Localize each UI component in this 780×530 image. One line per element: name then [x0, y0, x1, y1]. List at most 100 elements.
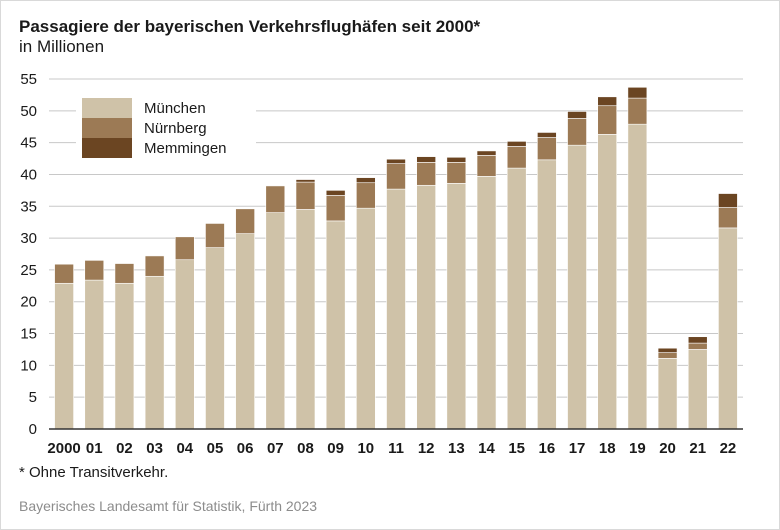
x-tick-label: 09	[327, 440, 344, 457]
bar-memmingen-20	[657, 347, 678, 353]
bar-münchen-21	[687, 349, 708, 430]
bar-nürnberg-08	[295, 181, 316, 210]
x-tick-label: 21	[689, 440, 706, 457]
bar-münchen-13	[446, 183, 467, 430]
bar-münchen-11	[386, 188, 406, 430]
bar-nürnberg-13	[446, 162, 467, 184]
legend-swatch-memmingen	[82, 138, 132, 158]
bar-memmingen-13	[446, 156, 467, 163]
bar-nürnberg-22	[718, 207, 738, 229]
bar-nürnberg-11	[386, 163, 406, 190]
y-tick-label: 0	[29, 421, 37, 438]
bar-memmingen-14	[476, 150, 497, 156]
y-tick-label: 15	[20, 326, 37, 343]
bar-münchen-10	[356, 207, 376, 430]
bar-nürnberg-01	[84, 260, 105, 281]
y-tick-label: 30	[20, 230, 37, 247]
bar-münchen-08	[295, 209, 316, 430]
x-tick-label: 17	[569, 440, 586, 457]
x-tick-label: 04	[176, 440, 193, 457]
source-note: Bayerisches Landesamt für Statistik, Für…	[19, 498, 318, 514]
bar-münchen-12	[416, 184, 436, 430]
legend-label: München	[144, 100, 206, 117]
bar-memmingen-18	[597, 96, 618, 107]
y-tick-label: 45	[20, 135, 37, 152]
bar-nürnberg-09	[325, 195, 346, 222]
bar-münchen-04	[174, 259, 195, 430]
bar-nürnberg-02	[114, 263, 135, 284]
bar-münchen-16	[537, 159, 557, 430]
bar-münchen-03	[144, 275, 165, 430]
bar-memmingen-22	[718, 193, 738, 208]
bar-nürnberg-05	[205, 223, 225, 248]
bar-münchen-07	[265, 212, 286, 430]
bar-münchen-01	[84, 279, 105, 430]
x-tick-label: 14	[478, 440, 495, 457]
bar-nürnberg-16	[537, 137, 557, 161]
bar-münchen-19	[627, 123, 648, 430]
y-tick-label: 55	[20, 71, 37, 88]
bar-nürnberg-07	[265, 185, 286, 213]
bar-münchen-20	[657, 358, 678, 430]
x-tick-label: 18	[599, 440, 616, 457]
x-tick-label: 10	[357, 440, 374, 457]
bar-münchen-05	[205, 247, 225, 430]
x-tick-label: 12	[418, 440, 435, 457]
x-tick-label: 08	[297, 440, 314, 457]
y-tick-label: 10	[20, 357, 37, 374]
bar-münchen-09	[325, 220, 346, 430]
bar-nürnberg-2000	[54, 263, 74, 284]
x-tick-label: 02	[116, 440, 133, 457]
bar-münchen-22	[718, 227, 738, 430]
chart-subtitle: in Millionen	[19, 37, 105, 56]
bar-memmingen-09	[325, 190, 346, 196]
bar-memmingen-12	[416, 156, 436, 163]
bar-memmingen-19	[627, 86, 648, 99]
y-tick-label: 40	[20, 166, 37, 183]
bar-nürnberg-10	[356, 182, 376, 209]
x-tick-label: 2000	[47, 440, 80, 457]
bar-nürnberg-20	[657, 352, 678, 359]
x-tick-label: 06	[237, 440, 254, 457]
x-tick-label: 16	[539, 440, 556, 457]
x-tick-label: 22	[720, 440, 737, 457]
bar-nürnberg-03	[144, 255, 165, 277]
bar-memmingen-15	[506, 141, 527, 147]
bar-nürnberg-18	[597, 105, 618, 135]
legend-label: Nürnberg	[144, 120, 207, 137]
bar-nürnberg-15	[506, 146, 527, 169]
bar-nürnberg-19	[627, 97, 648, 125]
x-tick-label: 05	[207, 440, 224, 457]
bar-memmingen-11	[386, 158, 406, 164]
x-tick-label: 15	[508, 440, 525, 457]
bar-nürnberg-21	[687, 342, 708, 350]
x-tick-label: 01	[86, 440, 103, 457]
x-tick-label: 03	[146, 440, 163, 457]
legend-swatch-münchen	[82, 98, 132, 118]
bar-nürnberg-12	[416, 162, 436, 186]
bar-nürnberg-04	[174, 236, 195, 261]
bar-memmingen-21	[687, 336, 708, 344]
bar-nürnberg-14	[476, 155, 497, 177]
footnote: * Ohne Transitverkehr.	[19, 464, 169, 481]
x-tick-label: 20	[659, 440, 676, 457]
y-tick-label: 20	[20, 294, 37, 311]
bar-münchen-17	[567, 144, 587, 430]
x-tick-label: 13	[448, 440, 465, 457]
bar-münchen-2000	[54, 282, 74, 430]
bar-memmingen-16	[537, 132, 557, 138]
bar-memmingen-10	[356, 177, 376, 184]
y-tick-label: 35	[20, 198, 37, 215]
bar-nürnberg-06	[235, 208, 255, 234]
bar-münchen-14	[476, 176, 497, 430]
y-tick-label: 25	[20, 262, 37, 279]
bar-memmingen-17	[567, 111, 587, 119]
legend-label: Memmingen	[144, 140, 227, 157]
x-tick-label: 19	[629, 440, 646, 457]
bar-münchen-15	[506, 167, 527, 430]
y-tick-label: 5	[29, 389, 37, 406]
chart-title: Passagiere der bayerischen Verkehrsflugh…	[19, 17, 481, 36]
bar-münchen-06	[235, 233, 255, 430]
